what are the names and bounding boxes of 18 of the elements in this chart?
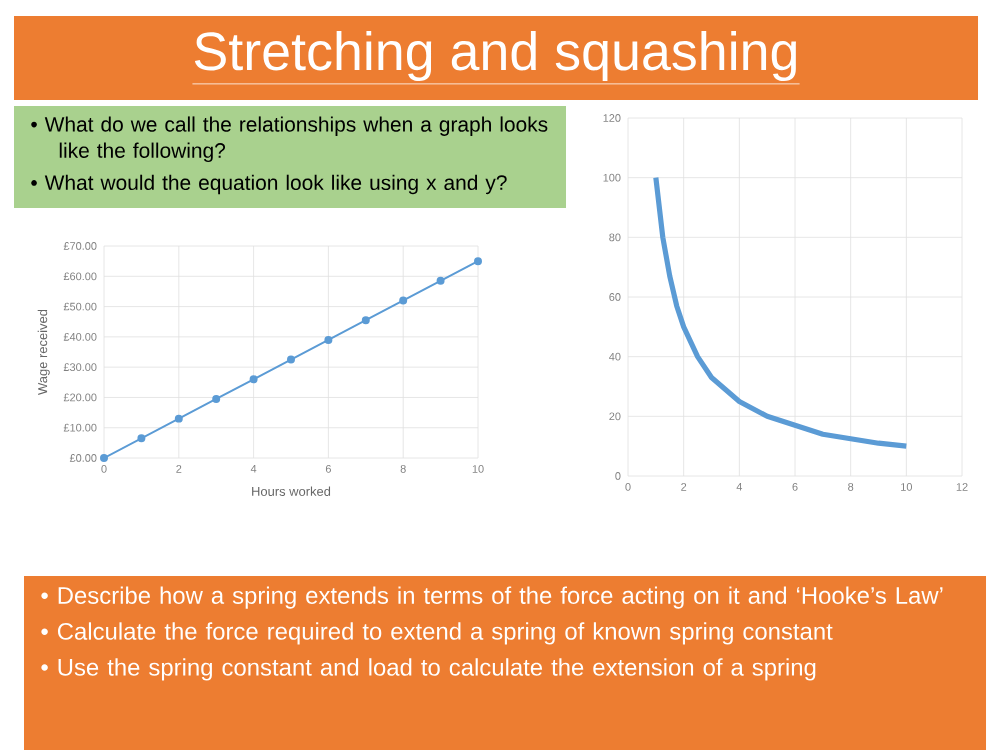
text: Stretching and squashing xyxy=(194,30,796,82)
point xyxy=(212,394,221,403)
point xyxy=(100,454,108,462)
point xyxy=(324,335,333,344)
line-series xyxy=(653,175,909,449)
text: • What would the equation look like using x and y? xyxy=(31,174,507,195)
point xyxy=(174,414,183,423)
text: • Use the spring constant and load to calculate the extension of a spring xyxy=(41,658,816,681)
point xyxy=(249,375,258,384)
text: • What do we call the relationships when a graph looks like the following? xyxy=(31,116,548,163)
text: • Describe how a spring extends in terms of the force acting on it and ‘Hooke’s Law’ xyxy=(41,586,943,609)
point xyxy=(287,355,295,364)
text: • Calculate the force required to extend a spring of known spring constant xyxy=(41,622,833,645)
point xyxy=(436,276,445,285)
point xyxy=(361,316,370,325)
point xyxy=(399,296,408,305)
point xyxy=(137,434,146,443)
point xyxy=(474,257,482,266)
